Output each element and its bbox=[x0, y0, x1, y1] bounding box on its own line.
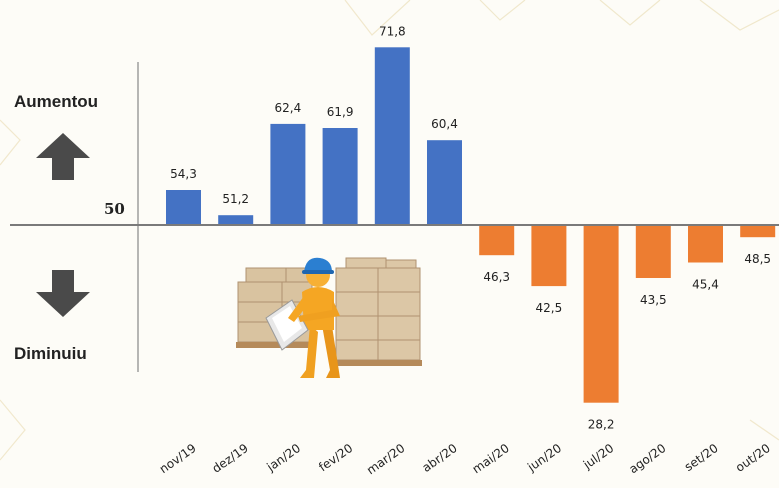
bar-jul-20 bbox=[583, 225, 619, 403]
warehouse-worker-clipboard-icon bbox=[236, 257, 422, 378]
x-tick-label: abr/20 bbox=[420, 441, 460, 475]
value-label: 43,5 bbox=[640, 293, 667, 307]
x-tick-label: dez/19 bbox=[210, 441, 251, 476]
x-tick-label: nov/19 bbox=[157, 441, 199, 476]
value-label: 51,2 bbox=[222, 192, 249, 206]
bars bbox=[166, 47, 776, 403]
bar-mai-20 bbox=[479, 225, 515, 256]
value-label: 46,3 bbox=[483, 270, 510, 284]
x-tick-label: mai/20 bbox=[470, 441, 512, 476]
value-label: 48,5 bbox=[744, 252, 771, 266]
baseline-value-label: 50 bbox=[104, 200, 125, 218]
x-tick-label: ago/20 bbox=[626, 441, 668, 476]
bar-mar-20 bbox=[374, 47, 410, 225]
bar-dez-19 bbox=[218, 215, 254, 225]
value-label: 60,4 bbox=[431, 117, 458, 131]
value-label: 62,4 bbox=[275, 101, 302, 115]
x-tick-label: fev/20 bbox=[316, 441, 355, 474]
value-labels: 54,3 51,2 62,4 61,9 71,8 60,4 46,3 42,5 28,2 43,5… bbox=[170, 24, 771, 431]
bar-abr-20 bbox=[427, 140, 462, 225]
x-tick-label: jun/20 bbox=[524, 441, 564, 475]
x-tick-label: jan/20 bbox=[263, 441, 303, 475]
bar-jun-20 bbox=[531, 225, 567, 287]
bar-set-20 bbox=[688, 225, 723, 263]
bar-out-20 bbox=[740, 225, 776, 238]
label-increased: Aumentou bbox=[14, 92, 99, 111]
x-tick-label: set/20 bbox=[682, 441, 721, 474]
label-decreased: Diminuiu bbox=[14, 344, 87, 363]
bar-ago-20 bbox=[635, 225, 671, 278]
x-tick-label: mar/20 bbox=[364, 441, 407, 477]
value-label: 45,4 bbox=[692, 278, 719, 292]
value-label: 54,3 bbox=[170, 167, 197, 181]
bar-jan-20 bbox=[270, 123, 306, 225]
value-label: 61,9 bbox=[327, 105, 354, 119]
bar-fev-20 bbox=[322, 128, 358, 225]
arrow-up-icon bbox=[36, 133, 90, 180]
value-label: 28,2 bbox=[588, 418, 615, 432]
x-tick-label: out/20 bbox=[733, 441, 773, 475]
arrow-down-icon bbox=[36, 270, 90, 317]
bar-nov-19 bbox=[166, 190, 201, 225]
x-tick-labels: nov/19 dez/19 jan/20 fev/20 mar/20 abr/20 mai/… bbox=[157, 441, 773, 477]
value-label: 42,5 bbox=[536, 301, 563, 315]
value-label: 71,8 bbox=[379, 24, 406, 38]
x-tick-label: jul/20 bbox=[580, 441, 616, 472]
